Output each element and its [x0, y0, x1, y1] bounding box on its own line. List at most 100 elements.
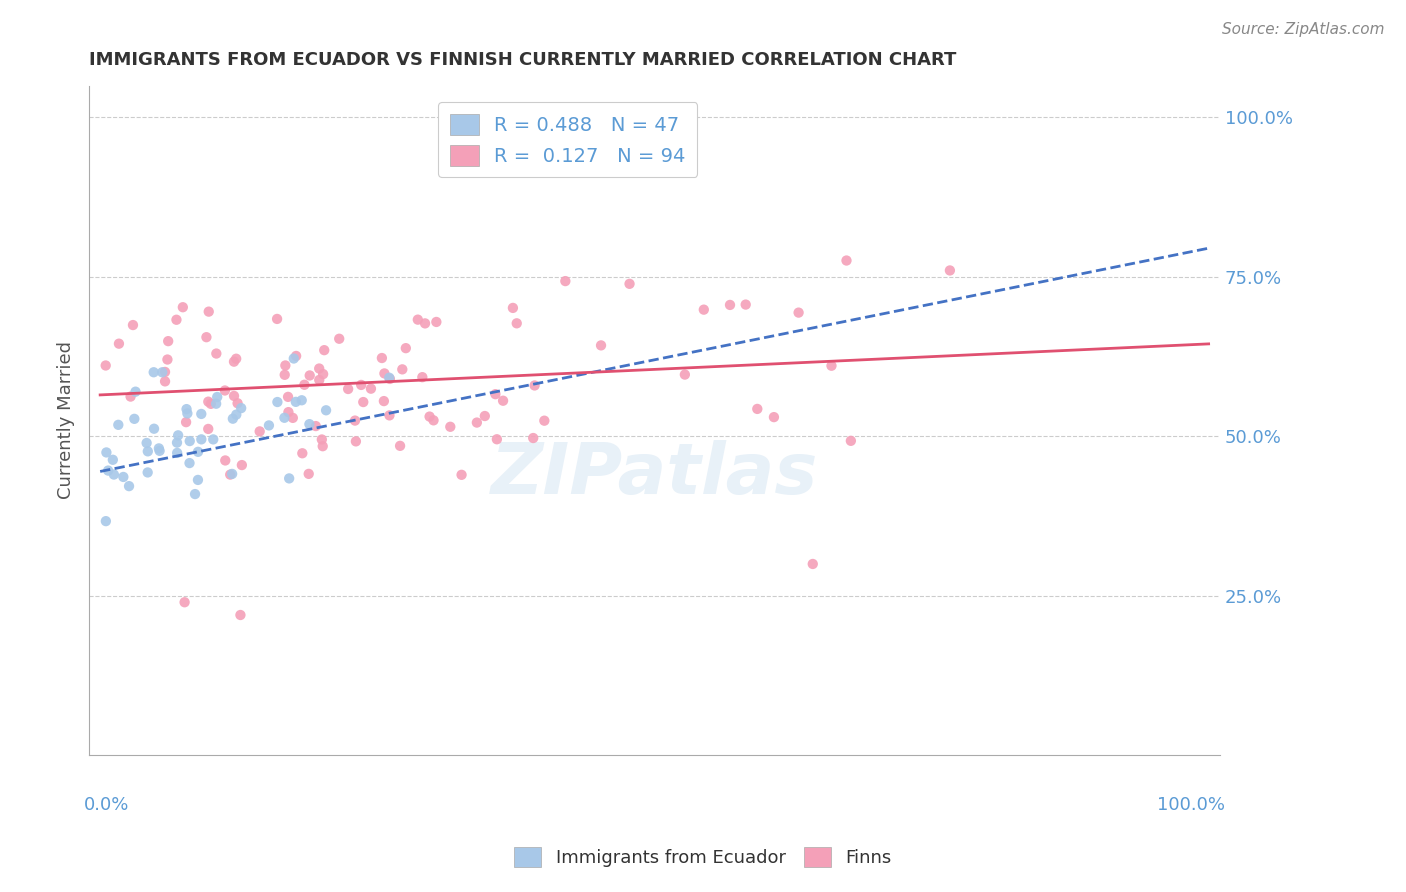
Point [278, 471, 301, 485]
Point [315, 403, 337, 417]
Point [150, 365, 173, 379]
Point [389, 439, 412, 453]
Point [344, 434, 367, 449]
Point [190, 433, 212, 447]
Point [197, 304, 219, 318]
Point [214, 453, 236, 467]
Point [391, 362, 413, 376]
Point [103, 467, 125, 482]
Point [179, 434, 201, 448]
Point [214, 384, 236, 398]
Text: IMMIGRANTS FROM ECUADOR VS FINNISH CURRENTLY MARRIED CORRELATION CHART: IMMIGRANTS FROM ECUADOR VS FINNISH CURRE… [89, 51, 956, 69]
Point [205, 390, 228, 404]
Legend: Immigrants from Ecuador, Finns: Immigrants from Ecuador, Finns [508, 839, 898, 874]
Point [205, 346, 228, 360]
Point [266, 395, 288, 409]
Point [94, 514, 117, 528]
Point [266, 312, 288, 326]
Point [120, 390, 142, 404]
Point [149, 443, 172, 458]
Point [277, 390, 299, 404]
Point [747, 401, 769, 416]
Point [522, 431, 544, 445]
Point [176, 402, 198, 417]
Point [118, 479, 141, 493]
Point [226, 396, 249, 410]
Point [360, 382, 382, 396]
Point [165, 312, 187, 326]
Point [231, 458, 253, 472]
Point [523, 378, 546, 392]
Point [179, 456, 201, 470]
Point [373, 367, 395, 381]
Point [166, 435, 188, 450]
Text: ZIPatlas: ZIPatlas [491, 440, 818, 508]
Point [294, 377, 316, 392]
Point [153, 365, 176, 379]
Point [350, 378, 373, 392]
Point [284, 395, 307, 409]
Point [734, 297, 756, 311]
Point [202, 433, 225, 447]
Point [492, 393, 515, 408]
Point [156, 352, 179, 367]
Point [225, 351, 247, 366]
Point [221, 467, 243, 481]
Point [108, 336, 131, 351]
Point [222, 354, 245, 368]
Point [801, 557, 824, 571]
Point [673, 368, 696, 382]
Point [485, 432, 508, 446]
Point [172, 300, 194, 314]
Point [281, 410, 304, 425]
Point [425, 315, 447, 329]
Point [411, 370, 433, 384]
Point [96, 445, 118, 459]
Point [450, 467, 472, 482]
Point [337, 382, 360, 396]
Point [395, 341, 418, 355]
Point [787, 305, 810, 319]
Point [184, 487, 207, 501]
Point [343, 414, 366, 428]
Legend: R = 0.488   N = 47, R =  0.127   N = 94: R = 0.488 N = 47, R = 0.127 N = 94 [439, 102, 697, 178]
Point [406, 312, 429, 326]
Point [298, 417, 321, 432]
Point [187, 445, 209, 459]
Point [378, 372, 401, 386]
Point [291, 393, 314, 408]
Point [506, 316, 529, 330]
Point [222, 411, 245, 425]
Point [200, 397, 222, 411]
Point [312, 439, 335, 453]
Point [422, 413, 444, 427]
Point [112, 470, 135, 484]
Point [97, 464, 120, 478]
Point [283, 351, 305, 366]
Point [554, 274, 576, 288]
Point [308, 373, 330, 387]
Point [285, 349, 308, 363]
Point [352, 395, 374, 409]
Point [312, 367, 335, 381]
Point [314, 343, 336, 358]
Point [693, 302, 716, 317]
Point [107, 417, 129, 432]
Point [291, 446, 314, 460]
Point [249, 425, 271, 439]
Point [195, 330, 218, 344]
Point [718, 298, 741, 312]
Point [231, 401, 253, 416]
Point [173, 595, 195, 609]
Point [205, 397, 228, 411]
Point [142, 365, 165, 379]
Point [187, 473, 209, 487]
Point [135, 436, 157, 450]
Point [589, 338, 612, 352]
Point [229, 607, 252, 622]
Point [136, 444, 159, 458]
Point [502, 301, 524, 315]
Point [148, 442, 170, 456]
Point [273, 368, 295, 382]
Point [311, 433, 333, 447]
